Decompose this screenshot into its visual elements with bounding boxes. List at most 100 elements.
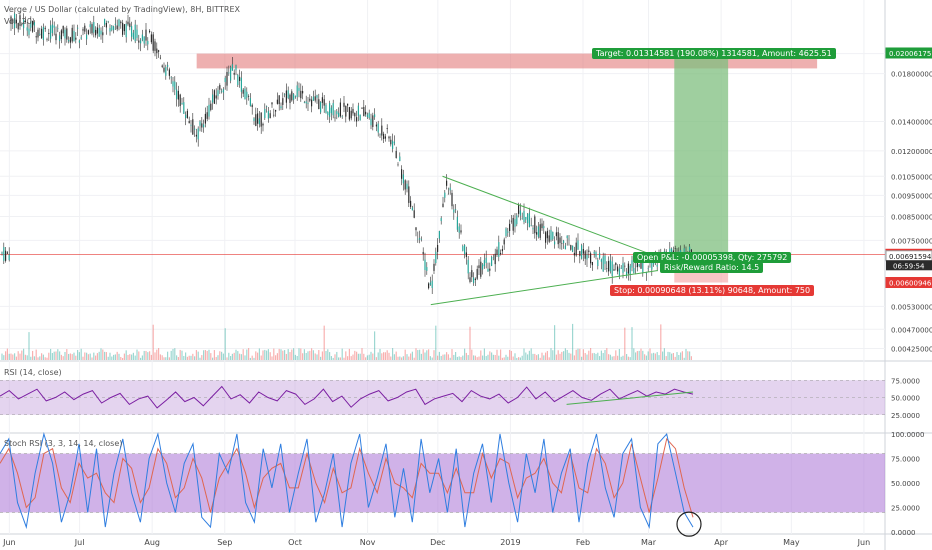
- volume-bar: [381, 353, 383, 360]
- candle-body: [312, 96, 314, 101]
- candle-body: [402, 174, 404, 184]
- candle-body: [611, 261, 613, 276]
- volume-bar: [213, 350, 215, 360]
- volume-bar: [651, 353, 653, 360]
- candle-body: [64, 29, 66, 39]
- candle-body: [131, 26, 133, 37]
- time-tick-label: Jun: [857, 538, 871, 547]
- candle-body: [284, 94, 286, 95]
- candle-body: [239, 76, 241, 81]
- volume-bar: [667, 351, 669, 360]
- candle-body: [370, 118, 372, 126]
- volume-bar: [217, 355, 219, 360]
- volume-bar: [422, 349, 424, 360]
- volume-bar: [546, 351, 548, 360]
- candle-body: [383, 133, 385, 139]
- volume-bar: [447, 354, 449, 360]
- candle-body: [519, 210, 521, 216]
- volume-bar: [579, 348, 581, 360]
- candle-body: [95, 29, 97, 36]
- volume-bar: [37, 357, 39, 360]
- stoch-tick-label: 100.0000: [891, 431, 924, 439]
- candle-body: [5, 250, 7, 261]
- stoch-legend: Stoch RSI (3, 3, 14, 14, close): [4, 439, 123, 448]
- volume-bar: [460, 357, 462, 360]
- volume-bar: [12, 354, 14, 360]
- candle-body: [318, 99, 320, 110]
- volume-bar: [401, 357, 403, 360]
- candle-body: [118, 19, 120, 27]
- candle-body: [575, 242, 577, 256]
- volume-bar: [647, 351, 649, 360]
- volume-bar: [390, 356, 392, 360]
- volume-bar: [285, 353, 287, 360]
- volume-bar: [626, 354, 628, 360]
- volume-bar: [663, 348, 665, 360]
- volume-bar: [449, 357, 451, 360]
- candle-body: [145, 29, 147, 41]
- candle-body: [336, 111, 338, 115]
- volume-bar: [491, 352, 493, 360]
- volume-bar: [131, 354, 133, 360]
- volume-bar: [516, 357, 518, 360]
- candle-body: [523, 210, 525, 223]
- candle-body: [363, 106, 365, 117]
- candle-body: [244, 88, 246, 100]
- candle-body: [280, 106, 282, 109]
- candle-body: [617, 266, 619, 272]
- candle-body: [179, 94, 181, 107]
- volume-bar: [154, 352, 156, 360]
- candle-body: [215, 95, 217, 99]
- candle-body: [473, 277, 475, 284]
- candle-body: [384, 136, 386, 139]
- candle-body: [338, 112, 340, 117]
- volume-bar: [33, 356, 35, 360]
- candle-body: [365, 111, 367, 115]
- candle-body: [143, 36, 145, 44]
- candle-body: [381, 125, 383, 136]
- volume-bar: [438, 351, 440, 360]
- candle-body: [37, 29, 39, 38]
- candle-body: [629, 265, 631, 275]
- volume-bar: [482, 355, 484, 360]
- volume-bar: [467, 355, 469, 360]
- price-tag-text: 0.00691594: [889, 253, 932, 261]
- volume-bar: [93, 352, 95, 360]
- volume-bar: [102, 349, 104, 360]
- candle-body: [388, 136, 390, 139]
- volume-bar: [127, 354, 129, 360]
- volume-bar: [656, 352, 658, 360]
- candle-body: [332, 103, 334, 116]
- candle-body: [107, 20, 109, 22]
- candle-body: [590, 253, 592, 264]
- volume-bar: [653, 352, 655, 360]
- candle-body: [350, 110, 352, 119]
- candle-body: [325, 104, 327, 113]
- candle-body: [222, 89, 224, 93]
- volume-bar: [384, 352, 386, 360]
- candle-body: [424, 259, 426, 270]
- oversold-circle-marker: [676, 511, 702, 537]
- volume-bar: [258, 348, 260, 360]
- volume-bar: [465, 352, 467, 360]
- candle-body: [615, 262, 617, 266]
- volume-bar: [3, 355, 5, 360]
- candle-body: [237, 74, 239, 86]
- candle-body: [267, 111, 269, 119]
- candle-body: [51, 24, 53, 34]
- candle-body: [21, 24, 23, 25]
- candle-body: [271, 102, 273, 105]
- volume-bar: [503, 357, 505, 360]
- candle-body: [599, 253, 601, 259]
- volume-bar: [235, 349, 237, 360]
- candle-body: [298, 87, 300, 91]
- volume-bar: [570, 353, 572, 360]
- candle-body: [635, 266, 637, 268]
- volume-bar: [41, 353, 43, 360]
- candle-body: [105, 22, 107, 28]
- candle-body: [219, 85, 221, 90]
- volume-bar: [473, 355, 475, 360]
- candle-body: [602, 256, 604, 272]
- volume-bar: [683, 357, 685, 360]
- volume-bar: [397, 356, 399, 360]
